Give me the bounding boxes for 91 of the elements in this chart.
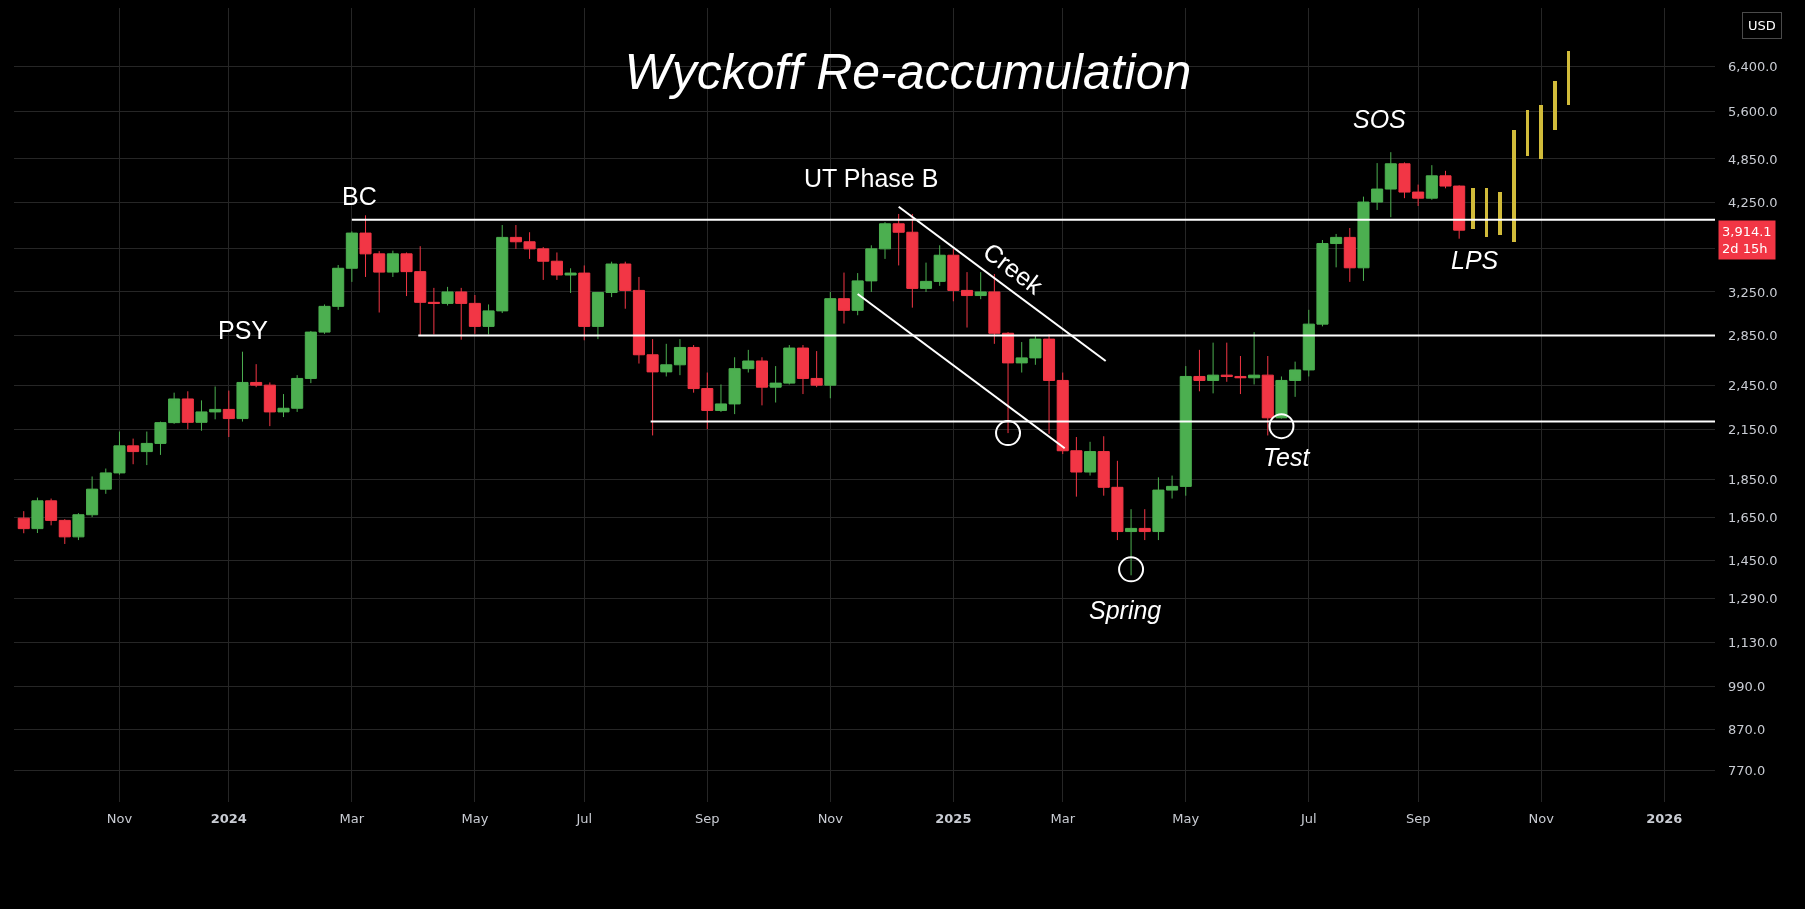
candlestick — [824, 291, 837, 399]
x-tick-label: 2026 — [1646, 811, 1683, 826]
candlestick — [427, 287, 440, 335]
candlestick — [250, 363, 263, 388]
bar — [1539, 105, 1543, 159]
y-tick-label: 1,650.0 — [1728, 509, 1778, 525]
point — [1118, 556, 1145, 583]
candlestick — [45, 498, 58, 526]
candlestick — [1384, 151, 1397, 218]
text: USD — [1748, 18, 1776, 33]
candlestick — [441, 286, 454, 307]
candlestick — [1043, 333, 1056, 435]
candlestick — [578, 264, 591, 341]
x-tick-label: Nov — [817, 811, 844, 826]
y-tick-label: 1,450.0 — [1728, 552, 1778, 568]
candlestick — [127, 438, 140, 465]
x-tick-label: Jul — [575, 811, 593, 826]
annotation: PSY — [218, 316, 269, 344]
candlestick — [1207, 342, 1220, 394]
candlestick — [1425, 164, 1438, 201]
candlestick — [837, 272, 851, 325]
x-tick-label: May — [461, 811, 489, 826]
candlestick — [550, 251, 563, 281]
annotation: BC — [342, 182, 377, 210]
bar — [1526, 110, 1529, 156]
bar — [1567, 51, 1570, 105]
bar — [1553, 81, 1557, 130]
y-tick-label: 2,450.0 — [1728, 378, 1778, 394]
bar — [1471, 188, 1475, 229]
candlestick — [1125, 508, 1138, 576]
annotation: SOS — [1353, 105, 1407, 133]
candlestick — [1138, 508, 1151, 541]
y-tick-label: 1,290.0 — [1728, 591, 1778, 607]
candlestick — [673, 338, 686, 376]
x-tick-label: Nov — [1528, 811, 1555, 826]
y-tick-label: 2,850.0 — [1728, 328, 1778, 344]
candlestick — [1261, 355, 1274, 436]
candlestick — [17, 510, 30, 534]
x-tick-label: Mar — [339, 811, 365, 826]
candlestick — [564, 267, 577, 294]
y-tick-label: 1,850.0 — [1728, 471, 1778, 487]
candlestick — [1193, 349, 1206, 392]
candlestick — [222, 390, 235, 438]
candlestick — [755, 356, 769, 406]
y-tick-label: 5,600.0 — [1728, 103, 1778, 119]
annotation: UT Phase B — [804, 164, 939, 192]
point — [995, 420, 1022, 447]
annotation: Spring — [1089, 596, 1162, 624]
y-tick-label: 770.0 — [1728, 762, 1766, 778]
candlestick — [919, 262, 933, 293]
text: 3,914.1 2d 15h — [1722, 224, 1772, 256]
x-tick-label: Sep — [695, 811, 720, 826]
candlestick — [933, 244, 946, 287]
y-tick-label: 2,150.0 — [1728, 421, 1778, 437]
candlestick — [1084, 441, 1097, 477]
annotation: Test — [1263, 443, 1311, 471]
y-tick-label: 990.0 — [1728, 679, 1766, 695]
annotation: LPS — [1451, 246, 1499, 274]
candlestick — [455, 287, 468, 341]
y-tick-label: 4,250.0 — [1728, 195, 1778, 211]
y-tick-label: 3,250.0 — [1728, 284, 1778, 300]
point — [1268, 413, 1295, 440]
candlestick — [1343, 227, 1356, 283]
x-tick-label: 2024 — [210, 811, 247, 826]
candlestick — [974, 271, 987, 300]
x-tick-label: Jul — [1299, 811, 1317, 826]
x-tick-label: Sep — [1405, 811, 1431, 826]
candlestick — [31, 497, 44, 534]
y-tick-label: 1,130.0 — [1728, 635, 1778, 651]
y-tick-label: 870.0 — [1728, 722, 1766, 738]
candlestick — [181, 390, 194, 430]
y-tick-label: 4,850.0 — [1728, 151, 1778, 167]
candlestick — [263, 381, 276, 427]
candlestick — [236, 351, 249, 423]
candlestick — [1179, 365, 1192, 497]
x-tick-label: 2025 — [935, 811, 972, 826]
y-tick-label: 6,400.0 — [1728, 59, 1778, 75]
candlestick — [660, 343, 673, 377]
candlestick — [619, 261, 632, 310]
candlestick — [58, 518, 71, 545]
bar — [1512, 130, 1516, 242]
bar — [1485, 188, 1488, 237]
candlestick — [345, 230, 358, 283]
candlestick — [386, 250, 399, 278]
bar — [1498, 192, 1502, 235]
x-tick-label: Nov — [106, 811, 133, 826]
x-tick-label: May — [1172, 811, 1200, 826]
candlestick — [468, 294, 481, 335]
x-tick-label: Mar — [1050, 811, 1076, 826]
candlestick — [1248, 331, 1261, 385]
text: Wyckoff Re-accumulation — [624, 43, 1192, 100]
